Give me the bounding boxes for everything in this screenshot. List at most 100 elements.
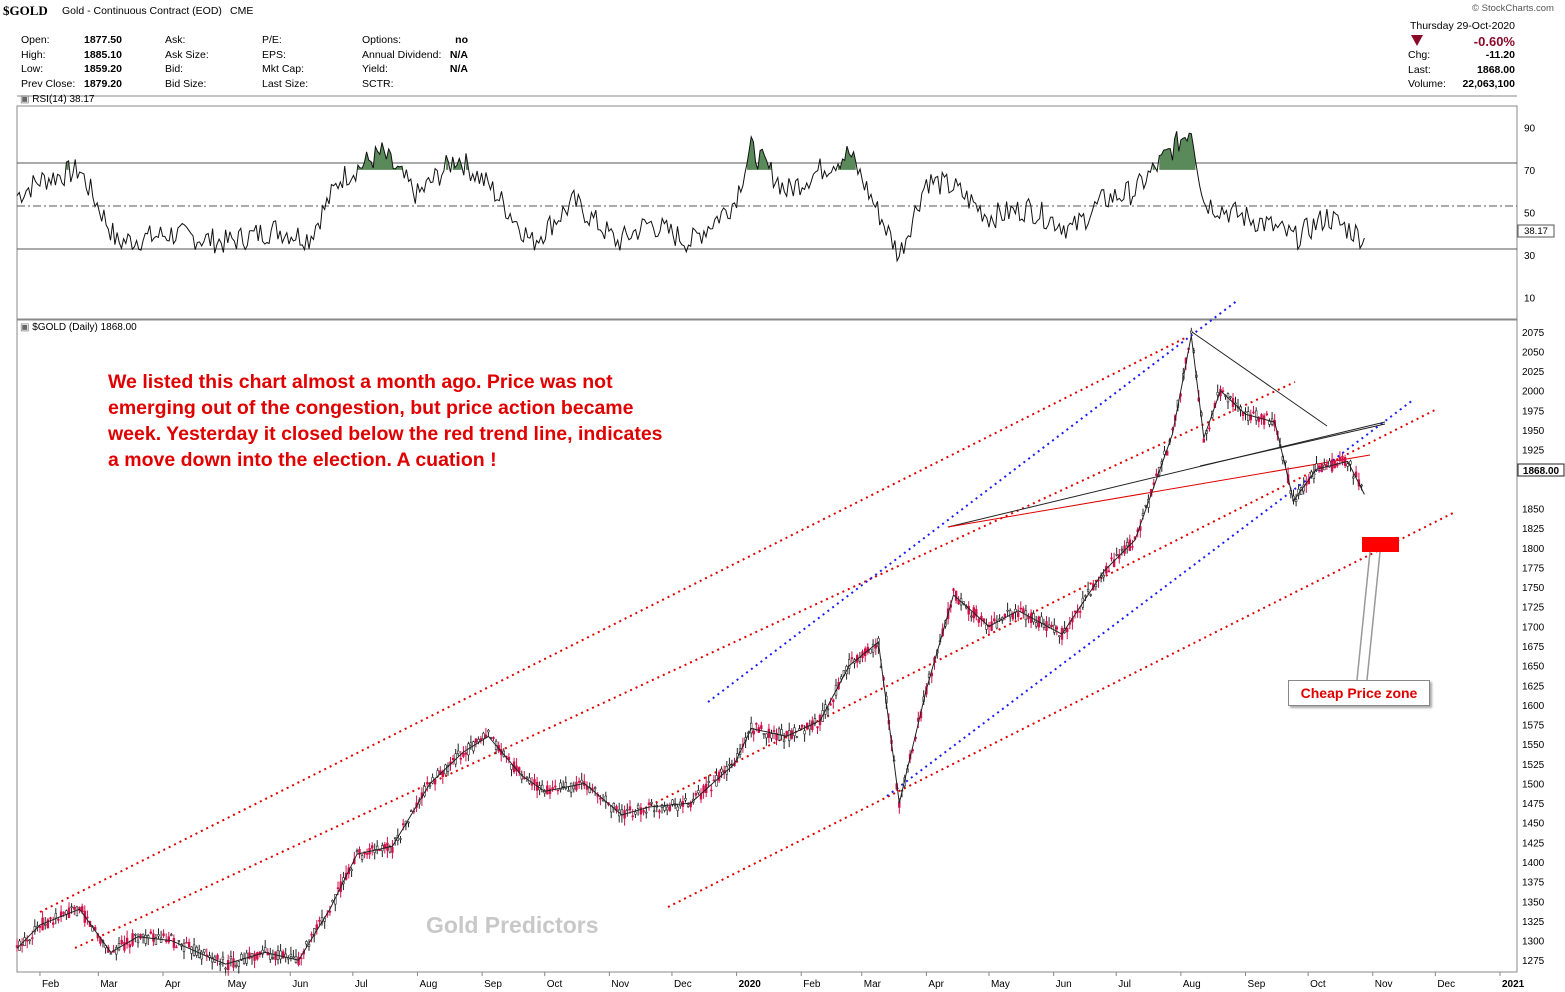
rsi-overbought-fill xyxy=(1159,131,1196,170)
rsi-last-value: 38.17 xyxy=(1524,226,1548,237)
price-last-value: 1868.00 xyxy=(1523,466,1560,477)
candle-body xyxy=(46,919,50,929)
candle-body xyxy=(446,765,450,772)
candle-body xyxy=(710,789,713,792)
candle-body xyxy=(401,823,405,826)
stat-value: 22,063,100 xyxy=(1462,78,1515,90)
rsi-y-axis: 90 70 50 30 10 xyxy=(1524,123,1536,304)
candle-body xyxy=(1155,473,1158,476)
price-tick-label: 1825 xyxy=(1522,524,1545,535)
stat-label: Chg: xyxy=(1408,49,1431,61)
instrument-name: Gold - Continuous Contract (EOD) xyxy=(62,5,222,17)
candle-body xyxy=(393,837,397,840)
candle-body xyxy=(31,937,34,940)
candle-body xyxy=(203,949,206,953)
quote-label: Annual Dividend: xyxy=(362,48,442,61)
candle-body xyxy=(697,790,700,794)
candle-body xyxy=(1352,476,1355,479)
candle-body xyxy=(456,750,460,755)
price-tick-label: 1500 xyxy=(1522,779,1545,790)
candle-body xyxy=(1315,463,1318,471)
candle-body xyxy=(474,738,478,743)
candle-body xyxy=(477,738,480,743)
candle-body xyxy=(593,787,597,790)
price-tick-label: 2000 xyxy=(1522,387,1545,398)
candle-body xyxy=(1244,411,1247,414)
price-tick-label: 1925 xyxy=(1522,446,1545,457)
candle-body xyxy=(556,789,560,792)
x-tick-label: Jul xyxy=(355,979,368,990)
candle-body xyxy=(159,937,163,943)
candle-body xyxy=(954,590,958,601)
candle-body xyxy=(985,624,988,630)
candle-body xyxy=(399,838,402,840)
quote-value: no xyxy=(455,34,468,46)
candle-body xyxy=(808,725,812,730)
candle-body xyxy=(216,954,219,960)
candle-body xyxy=(175,946,178,949)
candle-body xyxy=(1102,574,1105,578)
candle-body xyxy=(668,805,672,811)
candle-body xyxy=(652,810,656,813)
rsi-tick-label: 90 xyxy=(1524,123,1536,134)
candle-body xyxy=(1086,589,1090,592)
candle-body xyxy=(28,939,31,942)
x-tick-label: Aug xyxy=(1183,979,1201,990)
quote-label: Open: xyxy=(21,34,50,46)
candle-body xyxy=(200,951,203,960)
candle-body xyxy=(125,937,129,945)
candle-body xyxy=(292,956,295,959)
quote-label: Last Size: xyxy=(262,77,309,90)
candle-body xyxy=(70,906,73,909)
candle-body xyxy=(1027,616,1030,620)
candle-body xyxy=(795,736,799,739)
candle-body xyxy=(1144,504,1147,507)
price-tick-label: 1700 xyxy=(1522,622,1545,633)
candle-body xyxy=(152,933,155,942)
candle-body xyxy=(1268,421,1271,425)
rsi-overbought-fill xyxy=(838,146,856,170)
candle-body xyxy=(182,942,186,952)
candle-body xyxy=(957,599,960,605)
candle-body xyxy=(1126,541,1129,547)
candle-body xyxy=(575,781,578,791)
price-tick-label: 1675 xyxy=(1522,642,1545,653)
price-tick-label: 1850 xyxy=(1522,505,1545,516)
x-tick-label: Nov xyxy=(1375,979,1393,990)
candle-body xyxy=(567,790,570,792)
black-trendline-triangle xyxy=(1199,423,1386,467)
candle-body xyxy=(551,787,554,790)
candle-body xyxy=(234,964,238,967)
rsi-tick-label: 10 xyxy=(1524,294,1536,305)
stat-label: Volume: xyxy=(1408,78,1446,90)
candle-body xyxy=(728,763,731,766)
candle-body xyxy=(760,725,763,729)
x-tick-label: Mar xyxy=(100,979,118,990)
candle-body xyxy=(1349,460,1352,465)
candle-body xyxy=(167,936,170,943)
candle-body xyxy=(409,810,413,813)
candle-body xyxy=(221,956,225,960)
x-tick-label: Jun xyxy=(292,979,308,990)
candle-body xyxy=(1190,330,1193,334)
x-tick-label: Oct xyxy=(1310,979,1326,990)
quote-label: High: xyxy=(21,48,46,61)
price-tick-label: 1300 xyxy=(1522,937,1545,948)
price-tick-label: 1525 xyxy=(1522,760,1545,771)
candle-body xyxy=(559,782,562,790)
quote-date: Thursday 29-Oct-2020 xyxy=(1409,20,1515,32)
candle-body xyxy=(755,723,758,725)
price-tick-label: 1975 xyxy=(1522,406,1545,417)
candle-body xyxy=(1249,414,1253,421)
candle-body xyxy=(157,934,160,937)
change-percent: -0.60% xyxy=(1473,34,1515,49)
candle-body xyxy=(49,917,52,920)
candle-body xyxy=(803,730,806,735)
candle-body xyxy=(1003,613,1007,618)
candle-body xyxy=(1252,411,1255,414)
rsi-last-tag xyxy=(1517,224,1555,238)
candle-body xyxy=(462,752,465,757)
x-tick-label: Sep xyxy=(1248,979,1266,990)
zone-pointer-line-2 xyxy=(1366,551,1381,681)
candle-body xyxy=(15,945,19,948)
